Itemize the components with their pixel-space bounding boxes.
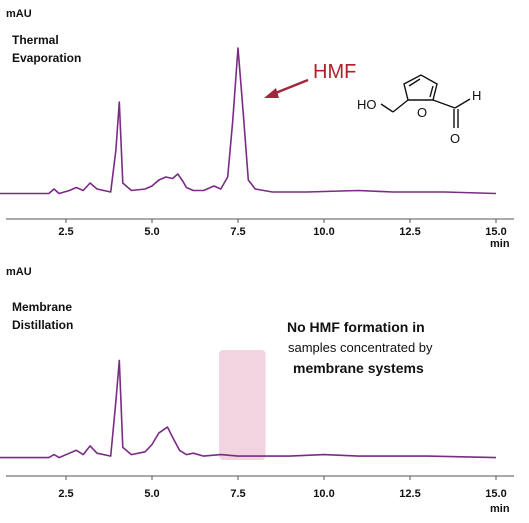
hmf-arrow bbox=[264, 78, 309, 98]
x-tick-label: 5.0 bbox=[144, 226, 159, 238]
structure-label-ring-o: O bbox=[417, 105, 427, 120]
panel-title-line-1: Thermal bbox=[12, 33, 59, 47]
hmf-annotation: HMF bbox=[313, 61, 356, 83]
x-axis-ticks: 2.5 5.0 7.5 10.0 12.5 15.0 bbox=[58, 219, 507, 238]
x-tick-label: 15.0 bbox=[485, 226, 506, 238]
hmf-structure: HO O H O bbox=[357, 74, 481, 146]
x-tick-label: 12.5 bbox=[399, 488, 420, 500]
x-tick-label: 7.5 bbox=[230, 226, 245, 238]
panel-membrane-distillation: mAU Membrane Distillation 2.5 5.0 7.5 10.0 1… bbox=[0, 266, 514, 515]
x-tick-label: 2.5 bbox=[58, 488, 73, 500]
y-unit-label: mAU bbox=[6, 266, 32, 278]
panel-title-line-2: Evaporation bbox=[12, 51, 81, 65]
structure-label-h: H bbox=[472, 88, 481, 103]
y-unit-label: mAU bbox=[6, 8, 32, 20]
x-axis-ticks: 2.5 5.0 7.5 10.0 12.5 15.0 bbox=[58, 476, 507, 500]
panel-title-line-1: Membrane bbox=[12, 300, 72, 314]
note-line-2: samples concentrated by bbox=[288, 340, 433, 355]
note-line-3: membrane systems bbox=[293, 360, 424, 376]
x-tick-label: 10.0 bbox=[313, 226, 334, 238]
panel-thermal-evaporation: mAU Thermal Evaporation 2.5 5.0 7.5 10.0 12.… bbox=[0, 8, 514, 250]
x-axis-label: min bbox=[490, 503, 510, 515]
x-tick-label: 7.5 bbox=[230, 488, 245, 500]
panel-title-line-2: Distillation bbox=[12, 318, 73, 332]
structure-label-ho: HO bbox=[357, 97, 377, 112]
x-axis-label: min bbox=[490, 238, 510, 250]
note-line-1: No HMF formation in bbox=[287, 319, 425, 335]
series-line bbox=[0, 359, 497, 459]
x-tick-label: 10.0 bbox=[313, 488, 334, 500]
series-line bbox=[0, 47, 497, 195]
x-tick-label: 15.0 bbox=[485, 488, 506, 500]
highlight-region bbox=[219, 350, 266, 460]
x-tick-label: 5.0 bbox=[144, 488, 159, 500]
x-tick-label: 12.5 bbox=[399, 226, 420, 238]
x-tick-label: 2.5 bbox=[58, 226, 73, 238]
structure-label-carbonyl-o: O bbox=[450, 131, 460, 146]
